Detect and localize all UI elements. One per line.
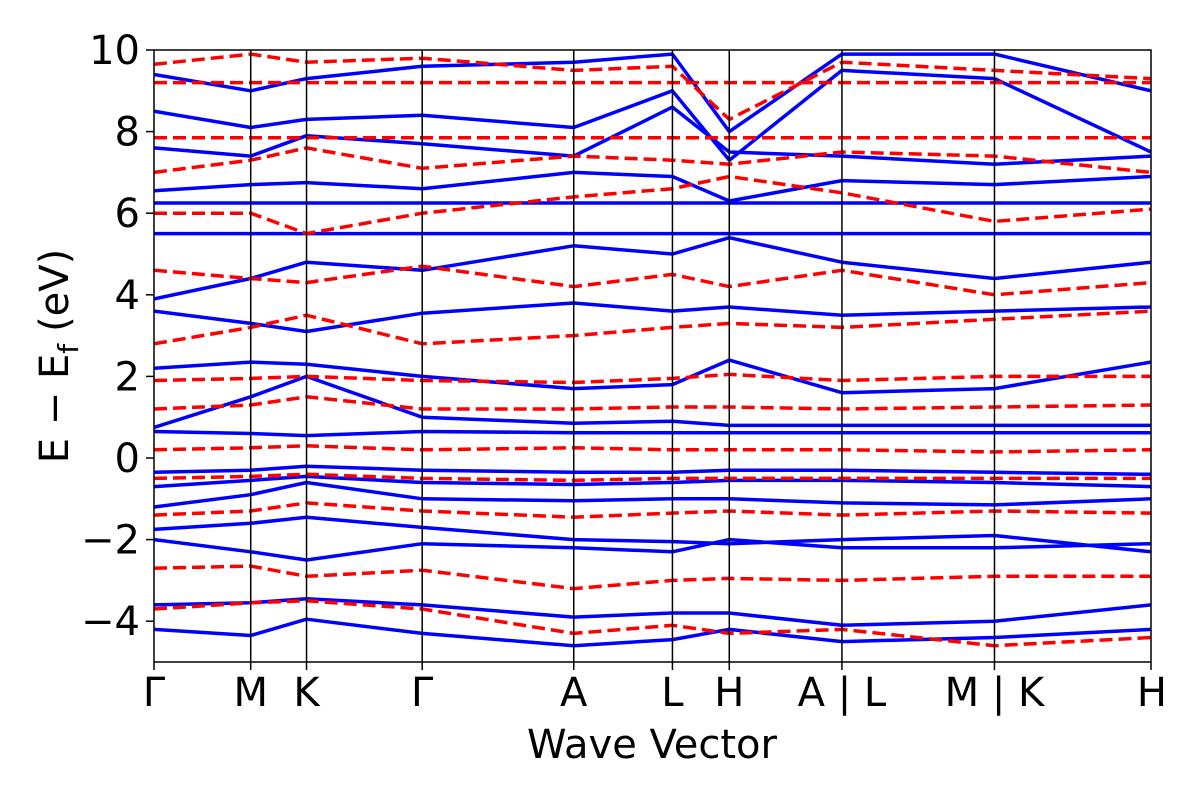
solid-band-line: [154, 480, 1151, 509]
k-point-divider-lines: [249, 50, 996, 662]
y-tick-label: 8: [115, 110, 140, 156]
x-tick-label: K: [293, 670, 321, 716]
dashed-band-line: [154, 372, 1151, 385]
x-axis-label: Wave Vector: [527, 722, 778, 768]
solid-band-line: [154, 170, 1151, 203]
dashed-band-line: [154, 472, 1151, 483]
dashed-band-line: [154, 501, 1151, 519]
solid-band-line: [154, 474, 1151, 489]
y-tick-label: 0: [115, 436, 140, 482]
solid-band-line: [154, 52, 1151, 134]
y-axis-label: E − Ef (eV): [32, 249, 85, 464]
y-tick-label: 10: [89, 28, 140, 74]
x-tick-label: A | L: [798, 670, 887, 716]
dashed-band-line: [154, 52, 1151, 122]
x-tick-label: L: [661, 670, 684, 716]
dashed-band-line: [154, 564, 1151, 591]
dashed-band-line: [154, 309, 1151, 346]
x-tick-label: M | K: [945, 670, 1046, 716]
dashed-band-line: [154, 599, 1151, 648]
dashed-band-line: [154, 146, 1151, 175]
x-tick-label: M: [233, 670, 268, 716]
solid-band-line: [154, 358, 1151, 395]
solid-band-line: [154, 68, 1151, 162]
y-axis-label-main: E − E: [32, 354, 78, 464]
dashed-band-line: [154, 395, 1151, 411]
solid-band-line: [154, 515, 1151, 554]
solid-band-line: [154, 235, 1151, 301]
dashed-band-line: [154, 444, 1151, 454]
x-tick-label: Γ: [411, 670, 434, 716]
solid-band-line: [154, 429, 1151, 438]
x-tick-label: Γ: [143, 670, 166, 716]
y-axis-ticks: −4 −2 0 2 4 6 8 10: [81, 28, 154, 645]
solid-band-line: [154, 537, 1151, 562]
x-tick-label: A: [560, 670, 588, 716]
x-tick-label: H: [714, 670, 744, 716]
dashed-band-line: [154, 264, 1151, 297]
y-tick-label: 6: [115, 191, 140, 237]
x-tick-label: H: [1137, 670, 1167, 716]
plot-frame: [153, 49, 1152, 663]
y-tick-label: −4: [81, 599, 140, 645]
y-tick-label: −2: [81, 518, 140, 564]
solid-band-line: [154, 617, 1151, 648]
solid-band-line: [154, 374, 1151, 430]
y-tick-label: 4: [115, 273, 140, 319]
solid-band-line: [154, 301, 1151, 334]
y-axis-label-subscript: f: [52, 343, 85, 354]
solid-band-line: [154, 105, 1151, 166]
band-lines: [154, 52, 1151, 648]
y-tick-label: 2: [115, 354, 140, 400]
dashed-band-line: [154, 174, 1151, 236]
solid-band-line: [154, 464, 1151, 477]
y-axis-label-unit: (eV): [32, 249, 78, 332]
